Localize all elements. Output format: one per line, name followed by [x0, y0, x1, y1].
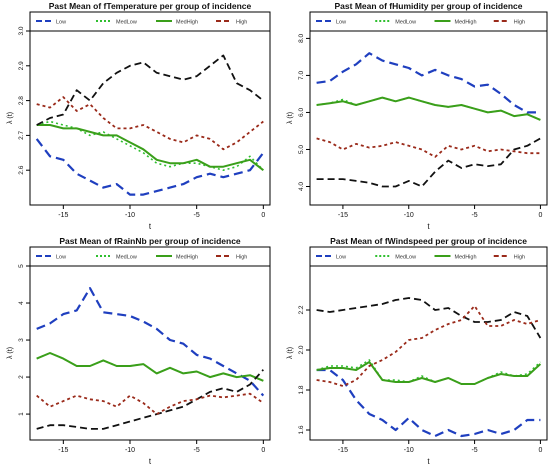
y-tick-label: 2.6 [18, 165, 25, 174]
series-line-high-3 [36, 54, 264, 126]
legend-label-medhigh: MedHigh [176, 255, 198, 261]
series-line-medhigh-2 [316, 361, 542, 385]
y-axis-label: λ (t) [7, 347, 14, 359]
legend-label-medlow: MedLow [395, 255, 416, 261]
y-tick-label: 1.8 [298, 385, 305, 394]
x-tick-label: -15 [58, 447, 68, 454]
y-tick-label: 2.9 [18, 61, 25, 70]
x-tick-label: -5 [471, 447, 477, 454]
legend-label-high: High [514, 20, 525, 26]
series-line-medhigh-2 [316, 96, 541, 121]
series-line-medhigh-2 [36, 124, 264, 171]
y-tick-label: 2.2 [298, 305, 305, 314]
legend-label-medlow: MedLow [395, 20, 416, 26]
legend-label-medhigh: MedHigh [455, 255, 477, 261]
series-line-high-3 [316, 297, 542, 339]
series-line-high-4 [36, 392, 264, 416]
series-line-high-4 [316, 137, 541, 158]
x-axis-label: t [427, 222, 430, 231]
chart-panel-1: Past Mean of fTemperature per group of i… [7, 1, 271, 231]
x-tick-label: -5 [471, 212, 477, 219]
y-tick-label: 1.6 [298, 425, 305, 434]
legend-label-high: High [236, 255, 247, 261]
x-tick-label: 0 [261, 212, 265, 219]
y-tick-label: 2.8 [18, 96, 25, 105]
x-tick-label: -10 [404, 212, 414, 219]
plot-frame [309, 11, 548, 206]
y-tick-label: 6.0 [298, 108, 305, 117]
legend-label-high: High [514, 255, 525, 261]
x-tick-label: -15 [338, 447, 348, 454]
plot-frame [29, 11, 271, 206]
x-tick-label: 0 [538, 447, 542, 454]
y-tick-label: 5.0 [298, 145, 305, 154]
legend: Low MedLow MedHigh High [36, 255, 247, 261]
y-axis-label: λ (t) [287, 112, 294, 124]
y-tick-label: 3.0 [18, 26, 25, 35]
legend-label-medhigh: MedHigh [455, 20, 477, 26]
x-tick-label: -5 [194, 447, 200, 454]
x-tick-label: -10 [125, 447, 135, 454]
y-tick-label: 7.0 [298, 71, 305, 80]
chart-panel-3: Past Mean of fRainNb per group of incide… [7, 236, 271, 466]
x-tick-label: -15 [58, 212, 68, 219]
y-tick-label: 1 [18, 412, 25, 416]
series-line-low-0 [36, 287, 265, 397]
series-line-medhigh-2 [36, 352, 264, 382]
chart-panel-2: Past Mean of fHumidity per group of inci… [287, 1, 548, 231]
series-line-low-0 [35, 138, 265, 196]
x-axis-label: t [149, 222, 152, 231]
x-tick-label: -5 [194, 212, 200, 219]
chart-title: Past Mean of fRainNb per group of incide… [59, 236, 241, 246]
x-tick-label: -15 [338, 212, 348, 219]
y-tick-label: 4.0 [298, 182, 305, 191]
series-line-low-0 [316, 52, 541, 114]
x-tick-label: -10 [404, 447, 414, 454]
chart-title: Past Mean of fWindspeed per group of inc… [330, 236, 527, 246]
legend-label-medhigh: MedHigh [176, 20, 198, 26]
y-axis-label: λ (t) [7, 112, 14, 124]
x-axis-label: t [149, 457, 152, 466]
series-line-high-3 [36, 369, 264, 430]
y-tick-label: 8.0 [298, 34, 305, 43]
legend: Low MedLow MedHigh High [316, 20, 525, 26]
y-tick-label: 3 [18, 338, 25, 342]
series-line-low-0 [316, 368, 541, 438]
series-line-high-3 [316, 137, 541, 188]
chart-title: Past Mean of fTemperature per group of i… [49, 1, 252, 11]
y-tick-label: 2.0 [298, 345, 305, 354]
legend-label-medlow: MedLow [116, 255, 137, 261]
plot-frame [309, 246, 548, 441]
x-tick-label: -10 [125, 212, 135, 219]
legend-label-low: Low [56, 20, 66, 26]
chart-panel-4: Past Mean of fWindspeed per group of inc… [287, 236, 548, 466]
x-tick-label: 0 [261, 447, 265, 454]
x-axis-label: t [427, 457, 430, 466]
y-tick-label: 5 [18, 264, 25, 268]
legend: Low MedLow MedHigh High [36, 20, 247, 26]
series-lines [316, 52, 541, 188]
y-axis-label: λ (t) [287, 347, 294, 359]
legend-label-low: Low [336, 20, 346, 26]
series-lines [316, 297, 542, 438]
x-tick-label: 0 [538, 212, 542, 219]
legend-label-medlow: MedLow [116, 20, 137, 26]
plot-frame [29, 246, 271, 441]
y-tick-label: 2.7 [18, 131, 25, 140]
y-tick-label: 2 [18, 375, 25, 379]
series-lines [35, 54, 265, 196]
legend-label-high: High [236, 20, 247, 26]
series-line-high-4 [316, 305, 541, 387]
series-lines [36, 287, 265, 430]
y-tick-label: 4 [18, 301, 25, 305]
chart-title: Past Mean of fHumidity per group of inci… [335, 1, 523, 11]
legend-label-low: Low [336, 255, 346, 261]
legend: Low MedLow MedHigh High [316, 255, 525, 261]
legend-label-low: Low [56, 255, 66, 261]
